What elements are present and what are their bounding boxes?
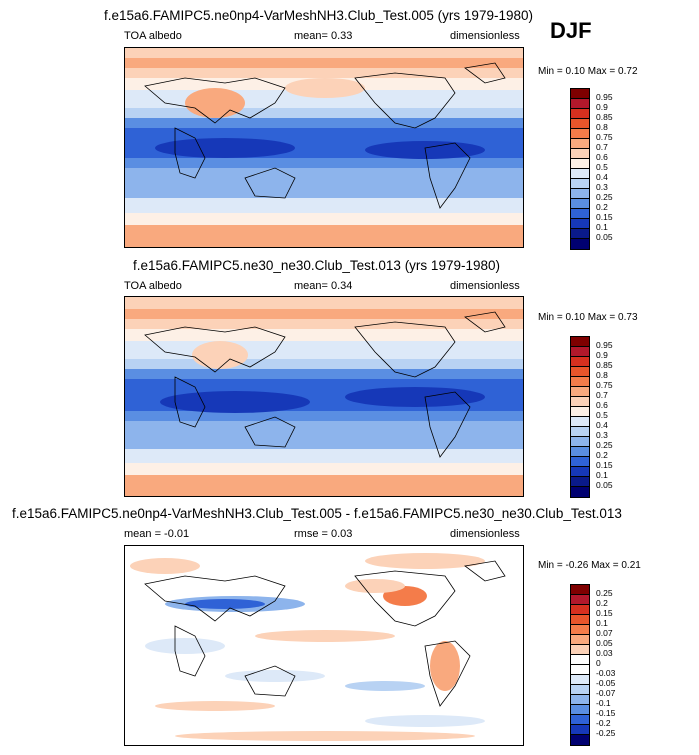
colorbar-tick: 0.95	[596, 340, 613, 350]
colorbar-tick: 0.1	[596, 222, 608, 232]
units-label: dimensionless	[450, 528, 520, 540]
season-label: DJF	[550, 18, 592, 43]
colorbar-tick: 0.4	[596, 172, 608, 182]
min-max-label: Min = -0.26 Max = 0.21	[538, 560, 641, 571]
albedo-map	[124, 296, 524, 497]
colorbar-tick: -0.2	[596, 718, 611, 728]
colorbar-tick: 0.2	[596, 598, 608, 608]
colorbar-tick: 0.9	[596, 350, 608, 360]
colorbar-tick: 0.05	[596, 480, 613, 490]
colorbar-tick: 0.05	[596, 232, 613, 242]
colorbar-tick: 0.2	[596, 450, 608, 460]
variable-label: TOA albedo	[124, 30, 182, 42]
colorbar-tick: 0.9	[596, 102, 608, 112]
map-field	[125, 297, 523, 496]
colorbar-tick: -0.25	[596, 728, 616, 738]
map-field	[125, 48, 523, 247]
colorbar-tick: 0.7	[596, 142, 608, 152]
min-max-label: Min = 0.10 Max = 0.73	[538, 312, 638, 323]
colorbar-tick: 0.6	[596, 400, 608, 410]
colorbar-tick: 0.85	[596, 360, 613, 370]
colorbar-tick: 0.15	[596, 212, 613, 222]
colorbar-tick: -0.1	[596, 698, 611, 708]
colorbar-tick: 0.5	[596, 410, 608, 420]
variable-label: TOA albedo	[124, 280, 182, 292]
colorbar-tick: 0.3	[596, 182, 608, 192]
colorbar-tick: 0.1	[596, 470, 608, 480]
mean-label: mean= 0.33	[294, 30, 353, 42]
colorbar	[570, 88, 590, 250]
colorbar-tick: 0.25	[596, 192, 613, 202]
colorbar-tick: 0.25	[596, 588, 613, 598]
colorbar-tick: -0.15	[596, 708, 616, 718]
colorbar	[570, 584, 590, 746]
colorbar-tick: 0.15	[596, 608, 613, 618]
colorbar-tick: 0.25	[596, 440, 613, 450]
difference-map	[124, 545, 524, 746]
colorbar-tick: 0.3	[596, 430, 608, 440]
albedo-map	[124, 47, 524, 248]
colorbar-tick: 0.8	[596, 122, 608, 132]
panel-title: f.e15a6.FAMIPC5.ne0np4-VarMeshNH3.Club_T…	[104, 8, 533, 23]
colorbar-tick: 0.15	[596, 460, 613, 470]
colorbar-tick: 0.8	[596, 370, 608, 380]
colorbar-tick: 0.75	[596, 380, 613, 390]
colorbar	[570, 336, 590, 498]
colorbar-tick: 0.6	[596, 152, 608, 162]
colorbar-tick: -0.05	[596, 678, 616, 688]
min-max-label: Min = 0.10 Max = 0.72	[538, 66, 638, 77]
colorbar-tick: 0	[596, 658, 601, 668]
colorbar-tick: 0.1	[596, 618, 608, 628]
colorbar-tick: 0.07	[596, 628, 613, 638]
units-label: dimensionless	[450, 30, 520, 42]
map-field	[125, 546, 523, 745]
mean-label: mean= 0.34	[294, 280, 353, 292]
colorbar-tick: 0.4	[596, 420, 608, 430]
colorbar-tick: 0.95	[596, 92, 613, 102]
colorbar-tick: 0.03	[596, 648, 613, 658]
colorbar-tick: 0.5	[596, 162, 608, 172]
colorbar-tick: 0.7	[596, 390, 608, 400]
panel-title: f.e15a6.FAMIPC5.ne0np4-VarMeshNH3.Club_T…	[12, 506, 622, 521]
colorbar-tick: 0.75	[596, 132, 613, 142]
mean-label: mean = -0.01	[124, 528, 190, 540]
units-label: dimensionless	[450, 280, 520, 292]
colorbar-tick: 0.05	[596, 638, 613, 648]
colorbar-tick: 0.2	[596, 202, 608, 212]
colorbar-tick: -0.03	[596, 668, 616, 678]
colorbar-tick: 0.85	[596, 112, 613, 122]
rmse-label: rmse = 0.03	[294, 528, 353, 540]
colorbar-tick: -0.07	[596, 688, 616, 698]
panel-title: f.e15a6.FAMIPC5.ne30_ne30.Club_Test.013 …	[133, 258, 500, 273]
